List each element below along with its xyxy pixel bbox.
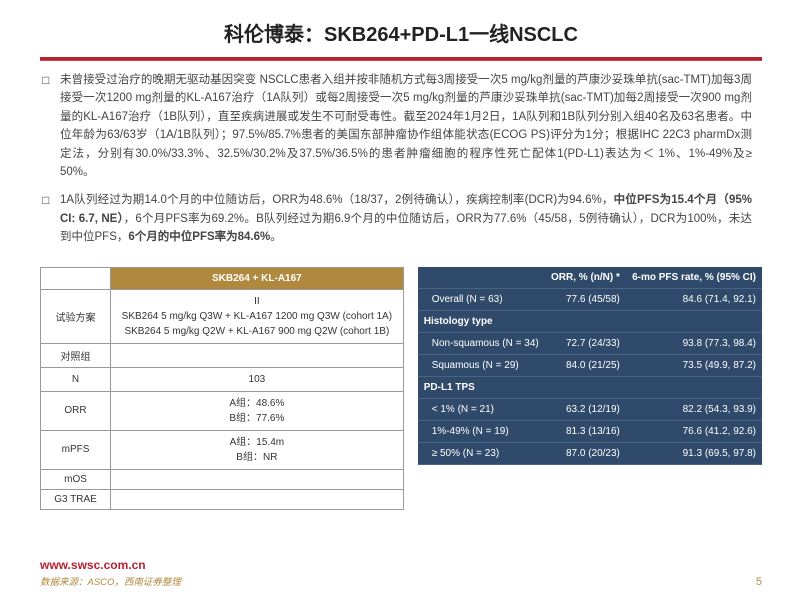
right-table-cell: 93.8 (77.3, 98.4) [626,332,762,354]
left-trial-table: SKB264 + KL-A167 试验方案IISKB264 5 mg/kg Q3… [40,267,404,510]
right-table-cell: 84.6 (71.4, 92.1) [626,288,762,310]
left-table-rowlabel: G3 TRAE [41,489,111,509]
left-table-cell: A组：48.6%B组：77.6% [111,391,404,430]
right-table-cell: 76.6 (41.2, 92.6) [626,420,762,442]
bullet-2-pre: 1A队列经过为期14.0个月的中位随访后，ORR为48.6%（18/37，2例待… [60,194,614,206]
footer-source: 数据来源：ASCO，西南证券整理 [40,574,762,588]
left-table-cell [111,489,404,509]
right-table-col [418,267,545,289]
right-table-cell: 87.0 (20/23) [545,442,626,464]
right-table-cell: Histology type [418,310,545,332]
right-table-cell: PD-L1 TPS [418,376,545,398]
left-table-cell: A组：15.4mB组：NR [111,430,404,469]
right-table-cell: ≥ 50% (N = 23) [418,442,545,464]
right-table-cell [545,376,626,398]
left-table-corner [41,267,111,289]
right-table-cell: 84.0 (21/25) [545,354,626,376]
left-table-rowlabel: 试验方案 [41,289,111,343]
right-table-cell: 72.7 (24/33) [545,332,626,354]
bullet-1-text: 未曾接受过治疗的晚期无驱动基因突变 NSCLC患者入组并按非随机方式每3周接受一… [60,74,752,178]
left-table-cell [111,343,404,367]
right-table-cell [626,310,762,332]
right-table-cell: 81.3 (13/16) [545,420,626,442]
left-table-cell: 103 [111,367,404,391]
left-table-rowlabel: mPFS [41,430,111,469]
right-efficacy-table: ORR, % (n/N) *6-mo PFS rate, % (95% CI) … [418,267,762,465]
right-table-cell: Non-squamous (N = 34) [418,332,545,354]
page-number: 5 [756,576,762,588]
right-table-col: 6-mo PFS rate, % (95% CI) [626,267,762,289]
divider-red-thin [40,60,762,61]
left-table-cell [111,469,404,489]
footer-url: www.swsc.com.cn [40,558,762,572]
right-table-cell: Squamous (N = 29) [418,354,545,376]
right-table-cell: 82.2 (54.3, 93.9) [626,398,762,420]
right-table-cell: < 1% (N = 21) [418,398,545,420]
bullet-1: 未曾接受过治疗的晚期无驱动基因突变 NSCLC患者入组并按非随机方式每3周接受一… [60,71,752,181]
bullet-2: 1A队列经过为期14.0个月的中位随访后，ORR为48.6%（18/37，2例待… [60,191,752,246]
right-table-cell: 91.3 (69.5, 97.8) [626,442,762,464]
left-table-cell: IISKB264 5 mg/kg Q3W + KL-A167 1200 mg Q… [111,289,404,343]
left-table-rowlabel: ORR [41,391,111,430]
left-table-rowlabel: N [41,367,111,391]
bullet-2-post: 。 [270,231,282,243]
left-table-rowlabel: mOS [41,469,111,489]
left-table-header: SKB264 + KL-A167 [111,267,404,289]
right-table-cell: 73.5 (49.9, 87.2) [626,354,762,376]
right-table-cell: 63.2 (12/19) [545,398,626,420]
bullet-list: 未曾接受过治疗的晚期无驱动基因突变 NSCLC患者入组并按非随机方式每3周接受一… [0,71,802,267]
right-table-cell: 1%-49% (N = 19) [418,420,545,442]
right-table-col: ORR, % (n/N) * [545,267,626,289]
page-title: 科伦博泰：SKB264+PD-L1一线NSCLC [0,18,802,47]
right-table-cell: Overall (N = 63) [418,288,545,310]
right-table-cell [626,376,762,398]
right-table-cell [545,310,626,332]
bullet-2-bold2: 6个月的中位PFS率为84.6% [128,231,270,243]
footer: www.swsc.com.cn 数据来源：ASCO，西南证券整理 5 [40,558,762,588]
left-table-rowlabel: 对照组 [41,343,111,367]
right-table-cell: 77.6 (45/58) [545,288,626,310]
